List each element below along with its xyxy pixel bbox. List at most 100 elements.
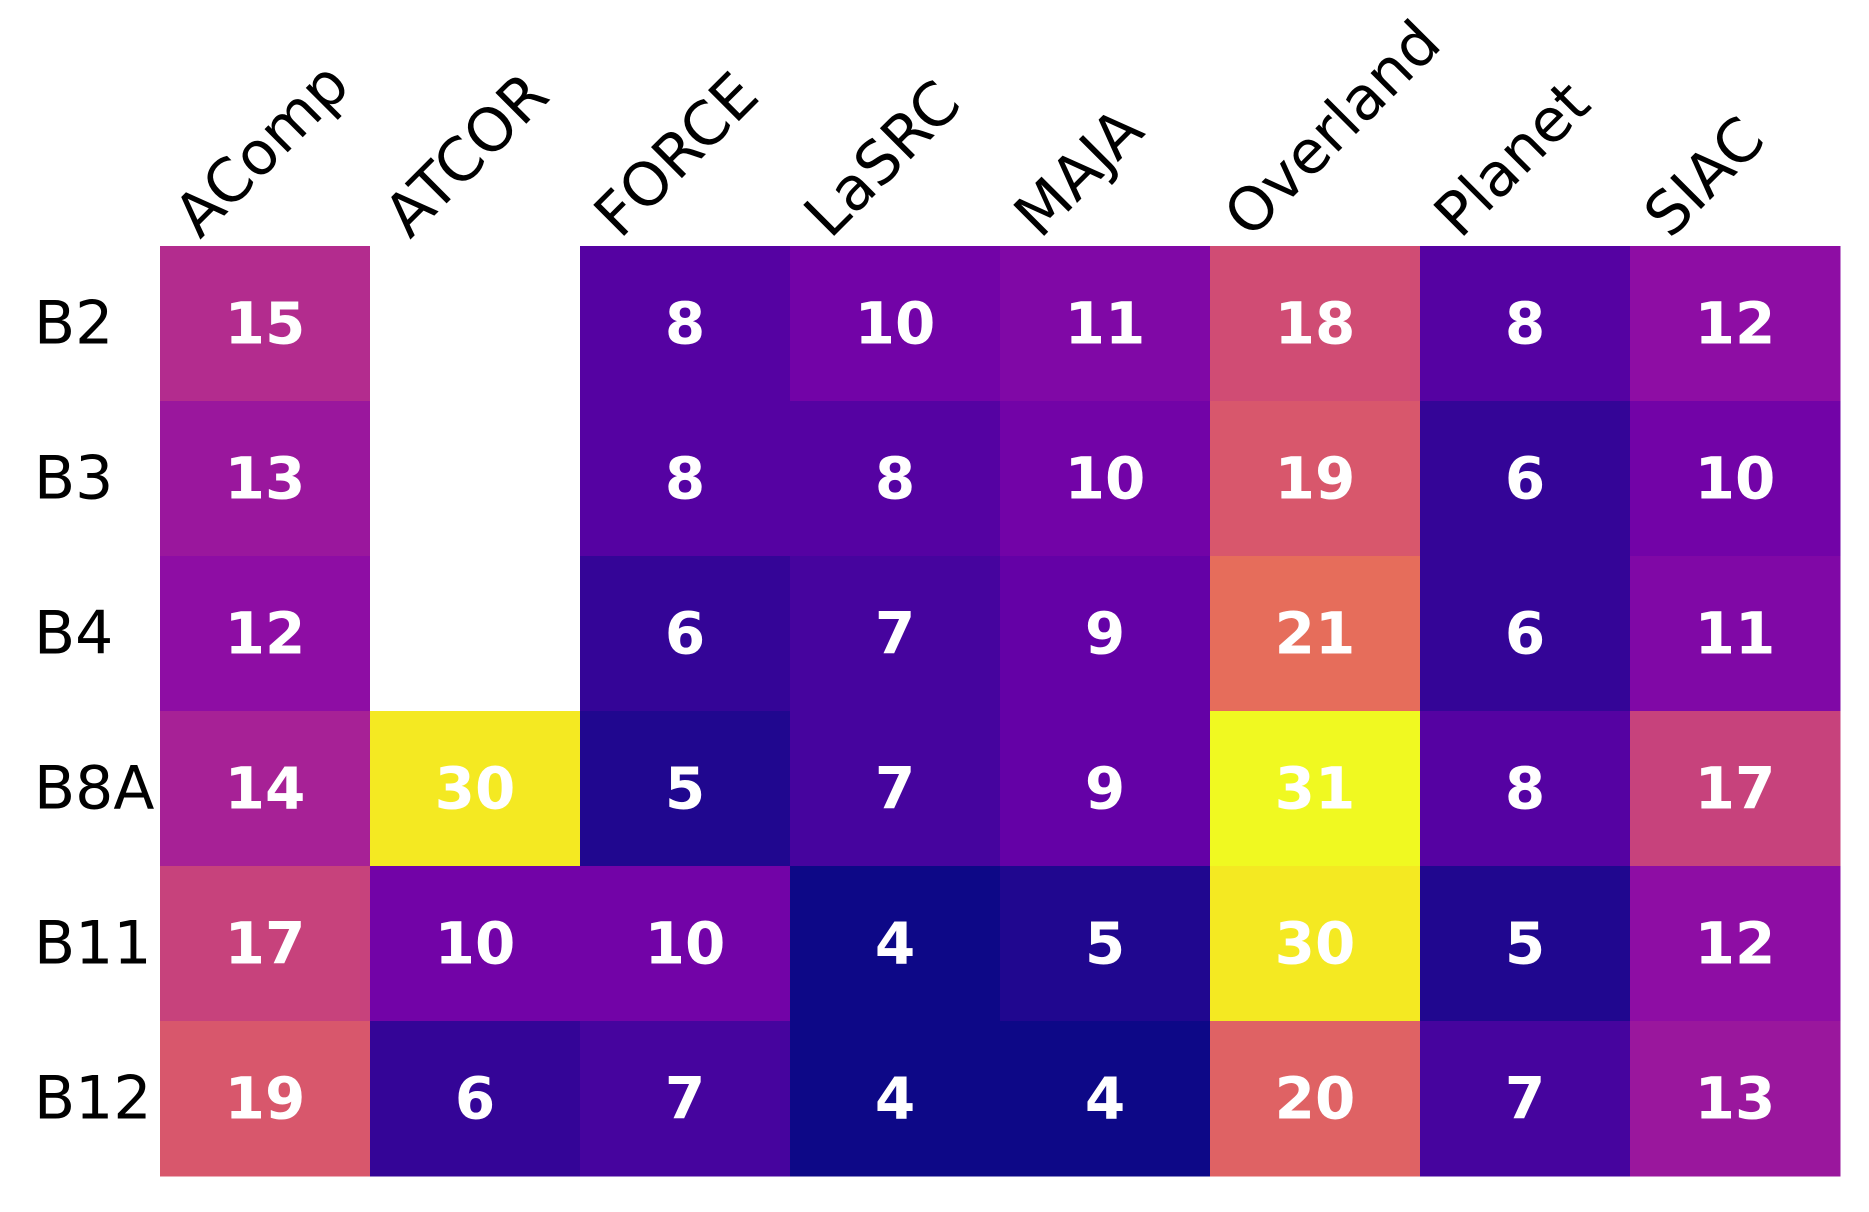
heatmap-cell-B3-SIAC (1630, 401, 1841, 557)
heatmap-cell-B11-MAJA (1000, 866, 1211, 1022)
cell-value-label: 4 (1085, 1065, 1125, 1133)
heatmap-cell-B4-SIAC (1630, 556, 1841, 712)
heatmap-cell-B12-FORCE (580, 1021, 791, 1177)
heatmap-cell-B4-LaSRC (790, 556, 1001, 712)
cell-value-label: 14 (225, 755, 306, 823)
heatmap-cell-B11-Planet (1420, 866, 1631, 1022)
heatmap-cell-B11-LaSRC (790, 866, 1001, 1022)
heatmap-cell-B2-ATCOR (370, 246, 581, 402)
cell-value-label: 20 (1275, 1065, 1356, 1133)
heatmap-cell-B2-Planet (1420, 246, 1631, 402)
column-label: SIAC (1631, 104, 1778, 251)
row-label: B4 (34, 599, 113, 669)
cell-value-label: 8 (665, 445, 705, 513)
heatmap-cell-B4-ATCOR (370, 556, 581, 712)
cell-value-label: 19 (1275, 445, 1356, 513)
heatmap-cell-B12-SIAC (1630, 1021, 1841, 1177)
heatmap-cell-B3-AComp (160, 401, 371, 557)
heatmap-cell-B3-ATCOR (370, 401, 581, 557)
cell-value-label: 10 (1065, 445, 1146, 513)
row-labels: B2 B3 B4 B8A B11 B12 (34, 289, 154, 1134)
cell-value-label: 8 (875, 445, 915, 513)
cell-value-label: 9 (1085, 755, 1125, 823)
heatmap-cell-B8A-SIAC (1630, 711, 1841, 867)
heatmap-cell-B8A-ATCOR (370, 711, 581, 867)
heatmap-cell-B3-FORCE (580, 401, 791, 557)
heatmap-cell-B2-Overland (1210, 246, 1421, 402)
cell-value-label: 31 (1275, 755, 1356, 823)
cell-value-label: 6 (1505, 600, 1545, 668)
cell-value-label: 17 (225, 910, 306, 978)
heatmap-cell-B2-MAJA (1000, 246, 1211, 402)
heatmap-cell-B4-MAJA (1000, 556, 1211, 712)
column-label: Overland (1211, 7, 1454, 250)
heatmap-cell-B8A-MAJA (1000, 711, 1211, 867)
heatmap-cell-B8A-AComp (160, 711, 371, 867)
heatmap-cell-B12-LaSRC (790, 1021, 1001, 1177)
cell-value-label: 15 (225, 290, 306, 358)
column-label: ATCOR (371, 59, 562, 250)
heatmap-cell-B4-Planet (1420, 556, 1631, 712)
cell-value-label: 12 (225, 600, 306, 668)
cell-value-label: 11 (1695, 600, 1776, 668)
heatmap-cell-B4-Overland (1210, 556, 1421, 712)
cell-value-label: 12 (1695, 290, 1776, 358)
column-label: FORCE (581, 60, 772, 251)
column-label: Planet (1421, 68, 1603, 250)
cell-value-label: 8 (1505, 290, 1545, 358)
heatmap-cell-B8A-Planet (1420, 711, 1631, 867)
cell-value-label: 13 (225, 445, 306, 513)
row-label: B11 (34, 909, 152, 979)
cell-value-label: 5 (665, 755, 705, 823)
heatmap-cell-B11-Overland (1210, 866, 1421, 1022)
column-label: MAJA (1001, 95, 1157, 251)
heatmap-cell-B8A-FORCE (580, 711, 791, 867)
column-label: AComp (161, 49, 363, 251)
cell-value-label: 4 (875, 910, 915, 978)
heatmap-cell-B3-Overland (1210, 401, 1421, 557)
cell-value-label: 18 (1275, 290, 1356, 358)
cell-value-label: 8 (1505, 755, 1545, 823)
cell-value-label: 6 (455, 1065, 495, 1133)
heatmap-cell-B11-AComp (160, 866, 371, 1022)
cell-value-label: 5 (1505, 910, 1545, 978)
row-label: B3 (34, 444, 113, 514)
heatmap-cell-B12-Planet (1420, 1021, 1631, 1177)
heatmap-cell-B12-MAJA (1000, 1021, 1211, 1177)
column-label: LaSRC (791, 68, 974, 251)
annotations-layer: 15 8 10 11 18 8 12 13 8 8 10 19 6 10 12 6 7 9 21 6 11 14 30 5 7 9… (225, 290, 1776, 1133)
heatmap-cell-B8A-LaSRC (790, 711, 1001, 867)
heatmap-cell-B2-SIAC (1630, 246, 1841, 402)
heatmap-cell-B12-ATCOR (370, 1021, 581, 1177)
cell-value-label: 17 (1695, 755, 1776, 823)
cell-value-label: 4 (875, 1065, 915, 1133)
row-label: B2 (34, 289, 113, 359)
cell-value-label: 5 (1085, 910, 1125, 978)
cell-value-label: 13 (1695, 1065, 1776, 1133)
heatmap-cell-B2-LaSRC (790, 246, 1001, 402)
heatmap-cell-B3-Planet (1420, 401, 1631, 557)
cell-value-label: 10 (855, 290, 936, 358)
cell-value-label: 21 (1275, 600, 1356, 668)
row-label: B12 (34, 1064, 152, 1134)
cell-value-label: 7 (875, 600, 915, 668)
cell-value-label: 10 (645, 910, 726, 978)
cell-value-label: 9 (1085, 600, 1125, 668)
heatmap-cell-B2-AComp (160, 246, 371, 402)
heatmap-cell-B11-FORCE (580, 866, 791, 1022)
heatmap-cell-B11-ATCOR (370, 866, 581, 1022)
heatmap-cell-B3-LaSRC (790, 401, 1001, 557)
heatmap-cell-B12-Overland (1210, 1021, 1421, 1177)
cell-value-label: 6 (665, 600, 705, 668)
cell-value-label: 30 (1275, 910, 1356, 978)
cell-value-label: 10 (435, 910, 516, 978)
cell-value-label: 10 (1695, 445, 1776, 513)
heatmap-cell-B2-FORCE (580, 246, 791, 402)
cells-layer (160, 246, 1841, 1177)
cell-value-label: 7 (875, 755, 915, 823)
cell-value-label: 12 (1695, 910, 1776, 978)
cell-value-label: 8 (665, 290, 705, 358)
